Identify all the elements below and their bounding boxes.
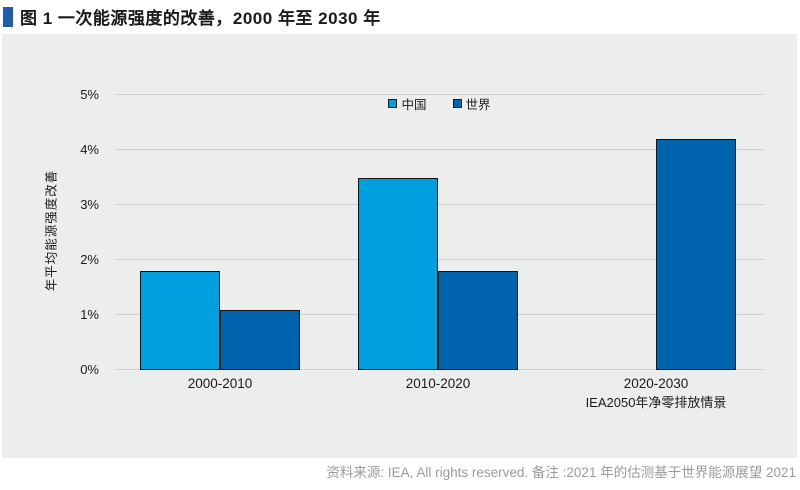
y-tick-label: 4% (80, 142, 99, 157)
legend-item-china: 中国 (388, 94, 427, 113)
y-tick-label: 1% (80, 307, 99, 322)
y-axis-title: 年平均能源强度改善 (44, 169, 59, 292)
chart-panel: 年平均能源强度改善 中国 世界 0% 1% 2% 3% 4% 5% 2000-2010 2010… (2, 34, 797, 458)
source-note: 资料来源: IEA, All rights reserved. 备注 :2021… (326, 465, 796, 480)
y-tick-label: 3% (80, 197, 99, 212)
bar-world-2000-2010 (220, 309, 300, 370)
y-tick-label: 0% (80, 362, 99, 377)
gridline (115, 149, 764, 150)
legend-item-world: 世界 (452, 94, 491, 113)
bar-china-2010-2020 (358, 177, 438, 370)
legend-swatch-china (388, 99, 398, 108)
bar-world-2010-2020 (438, 271, 518, 370)
gridline (115, 259, 764, 260)
gridline (115, 94, 764, 95)
title-accent-bar (3, 6, 13, 27)
x-axis-sublabel: IEA2050年净零排放情景 (585, 395, 727, 410)
page-title: 图 1 一次能源强度的改善，2000 年至 2030 年 (20, 9, 381, 28)
y-tick-label: 2% (80, 252, 99, 267)
legend-swatch-world (452, 99, 462, 108)
legend-label: 世界 (465, 98, 491, 112)
gridline (115, 204, 764, 205)
bar-china-2000-2010 (140, 271, 220, 370)
x-axis-label: 2020-2030 (623, 376, 689, 391)
y-tick-label: 5% (80, 87, 99, 102)
bar-world-2020-2030 (656, 139, 736, 370)
chart-legend: 中国 世界 (115, 94, 764, 113)
x-axis-label: 2000-2010 (187, 376, 253, 391)
x-axis-label: 2010-2020 (405, 376, 471, 391)
figure-title-row: 图 1 一次能源强度的改善，2000 年至 2030 年 (3, 4, 381, 29)
legend-label: 中国 (401, 98, 427, 112)
